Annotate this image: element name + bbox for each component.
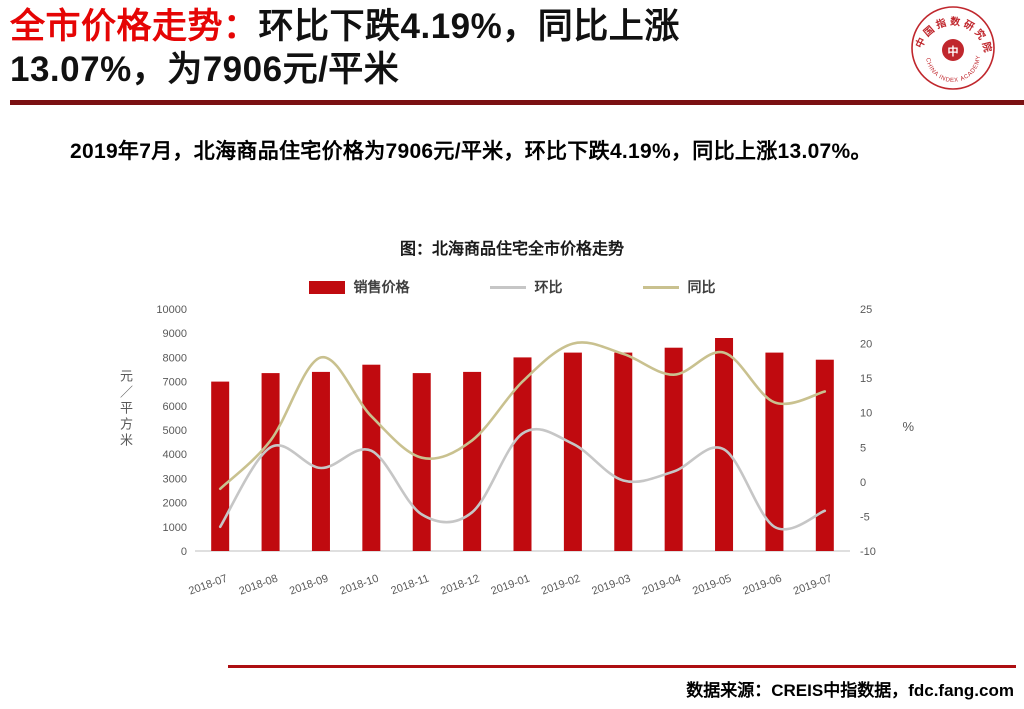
logo-center-glyph: 中 <box>948 44 959 58</box>
svg-text:2019-04: 2019-04 <box>641 573 683 598</box>
header-divider <box>10 100 1024 106</box>
legend-yoy-line-swatch <box>642 285 679 289</box>
summary-text: 2019年7月，北海商品住宅价格为7906元/平米，环比下跌4.19%，同比上涨… <box>70 140 872 164</box>
svg-text:0: 0 <box>181 546 187 558</box>
chart-title: 图：北海商品住宅全市价格走势 <box>399 241 624 259</box>
price-trend-chart: 0100020003000400050006000700080009000100… <box>156 304 876 598</box>
legend-label-mom: 环比 <box>534 279 563 296</box>
svg-text:2018-10: 2018-10 <box>338 573 380 598</box>
svg-text:15: 15 <box>860 374 872 386</box>
legend-item-yoy: 同比 <box>642 277 716 297</box>
svg-text:2019-01: 2019-01 <box>489 573 531 598</box>
svg-text:-5: -5 <box>860 512 870 524</box>
legend-item-sales-price: 销售价格 <box>308 277 410 297</box>
y-axis-right-label: % <box>902 419 914 435</box>
svg-text:2019-05: 2019-05 <box>691 573 733 598</box>
chart-legend: 销售价格 环比 同比 <box>112 277 912 297</box>
svg-text:2019-06: 2019-06 <box>741 573 783 598</box>
svg-text:5: 5 <box>860 443 866 455</box>
svg-text:5000: 5000 <box>163 425 187 437</box>
legend-mom-line-swatch <box>489 285 526 289</box>
svg-text:2018-09: 2018-09 <box>288 573 330 598</box>
logo-outer-ring <box>911 6 995 90</box>
svg-text:2019-03: 2019-03 <box>590 573 632 598</box>
page-title-line1: 全市价格走势：环比下跌4.19%，同比上涨 <box>10 6 890 49</box>
y-axis-left-label: 元／平方米 <box>118 369 133 450</box>
page-title-highlight: 全市价格走势： <box>10 7 259 46</box>
data-source-text: 数据来源：CREIS中指数据，fdc.fang.com <box>686 681 1014 700</box>
svg-text:2018-07: 2018-07 <box>187 573 229 598</box>
svg-text:20: 20 <box>860 339 872 351</box>
svg-text:10000: 10000 <box>156 304 187 316</box>
svg-text:2000: 2000 <box>163 498 187 510</box>
svg-text:2019-02: 2019-02 <box>540 573 582 598</box>
legend-bar-swatch <box>308 280 345 294</box>
svg-text:2018-08: 2018-08 <box>238 573 280 598</box>
footer-divider <box>228 665 1016 668</box>
chart-plot-area: 元／平方米 0 1000 2000 3000 4000 5000 6000 7000 8000 9… <box>112 301 914 601</box>
svg-text:3000: 3000 <box>163 474 187 486</box>
svg-text:2018-11: 2018-11 <box>389 573 430 598</box>
legend-label-yoy: 同比 <box>687 279 716 296</box>
svg-text:8000: 8000 <box>163 353 187 365</box>
svg-text:2018-12: 2018-12 <box>439 573 481 598</box>
china-index-academy-logo: 中 中国指数研究院 CHINA INDEX ACADEMY <box>911 6 995 90</box>
svg-text:0: 0 <box>860 477 866 489</box>
page-title-text1: 环比下跌4.19%，同比上涨 <box>258 7 680 46</box>
legend-item-mom: 环比 <box>489 277 563 297</box>
page-title: 全市价格走势：环比下跌4.19%，同比上涨 13.07%，为7906元/平米 <box>10 6 890 91</box>
svg-text:-10: -10 <box>860 546 876 558</box>
svg-text:10: 10 <box>860 408 872 420</box>
svg-text:25: 25 <box>860 304 872 316</box>
svg-text:1000: 1000 <box>163 522 187 534</box>
svg-text:4000: 4000 <box>163 450 187 462</box>
page-title-line2: 13.07%，为7906元/平米 <box>10 49 400 89</box>
header: 全市价格走势：环比下跌4.19%，同比上涨 13.07%，为7906元/平米 中… <box>0 0 1024 106</box>
svg-text:9000: 9000 <box>163 329 187 341</box>
logo-center-seal <box>942 39 964 61</box>
legend-label-sales-price: 销售价格 <box>353 279 410 296</box>
chart-section: 图：北海商品住宅全市价格走势 销售价格 环比 同比 元／平方米 0 1000 200… <box>112 235 914 601</box>
svg-text:7000: 7000 <box>163 377 187 389</box>
svg-text:6000: 6000 <box>163 401 187 413</box>
svg-text:2019-07: 2019-07 <box>792 573 834 598</box>
